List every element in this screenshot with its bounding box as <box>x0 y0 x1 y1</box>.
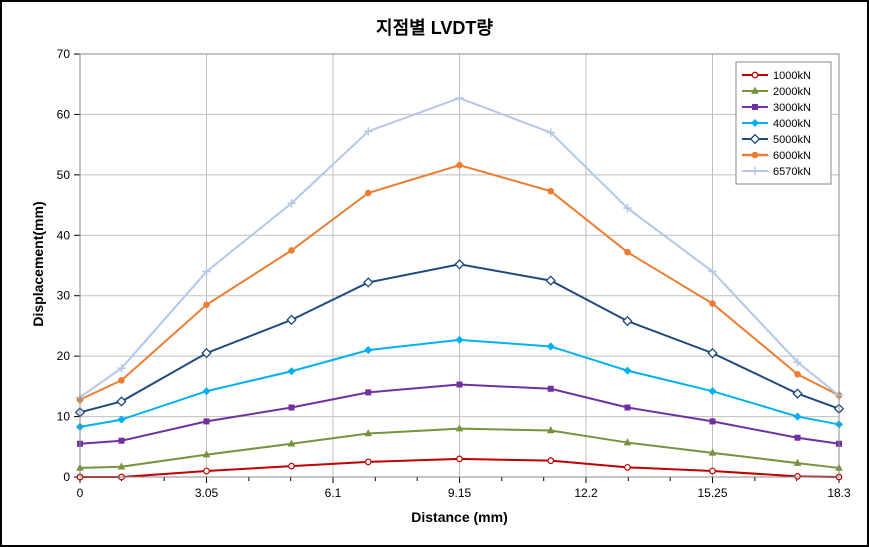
legend-label: 3000kN <box>773 102 811 114</box>
x-tick-label: 15.25 <box>697 486 727 500</box>
y-tick-label: 40 <box>57 228 71 242</box>
x-tick-label: 0 <box>77 486 84 500</box>
y-tick-label: 60 <box>57 107 71 121</box>
plot-container: 0 3.05 6.1 9.15 12.2 15.25 18.3 0 10 20 30 40 50 60 70… <box>10 44 859 537</box>
chart-title: 지점별 LVDT량 <box>10 14 859 40</box>
legend-label: 5000kN <box>773 134 811 146</box>
y-axis-label: Displacement(mm) <box>30 184 46 344</box>
y-tick-label: 0 <box>63 470 70 484</box>
y-tick-label: 30 <box>57 289 71 303</box>
y-tick-label: 20 <box>57 349 71 363</box>
legend-label: 6570kN <box>773 166 811 178</box>
legend: 1000kN 2000kN 3000kN 4000kN 5000kN 6000kN 6570… <box>736 62 831 184</box>
x-axis-label: Distance (mm) <box>400 509 520 525</box>
y-tick-label: 10 <box>57 410 71 424</box>
chart-svg: 0 3.05 6.1 9.15 12.2 15.25 18.3 0 10 20 30 40 50 60 70… <box>10 44 859 537</box>
legend-label: 1000kN <box>773 70 811 82</box>
x-tick-label: 6.1 <box>325 486 342 500</box>
y-tick-label: 50 <box>57 168 71 182</box>
legend-label: 6000kN <box>773 150 811 162</box>
x-tick-label: 12.2 <box>574 486 598 500</box>
y-tick-label: 70 <box>57 47 71 61</box>
legend-label: 2000kN <box>773 86 811 98</box>
legend-label: 4000kN <box>773 118 811 130</box>
chart-frame: 지점별 LVDT량 0 3.05 6.1 9.15 12.2 15.25 18.3 0 10 20… <box>0 0 869 547</box>
x-tick-label: 18.3 <box>827 486 851 500</box>
x-tick-label: 9.15 <box>448 486 472 500</box>
x-tick-label: 3.05 <box>195 486 219 500</box>
